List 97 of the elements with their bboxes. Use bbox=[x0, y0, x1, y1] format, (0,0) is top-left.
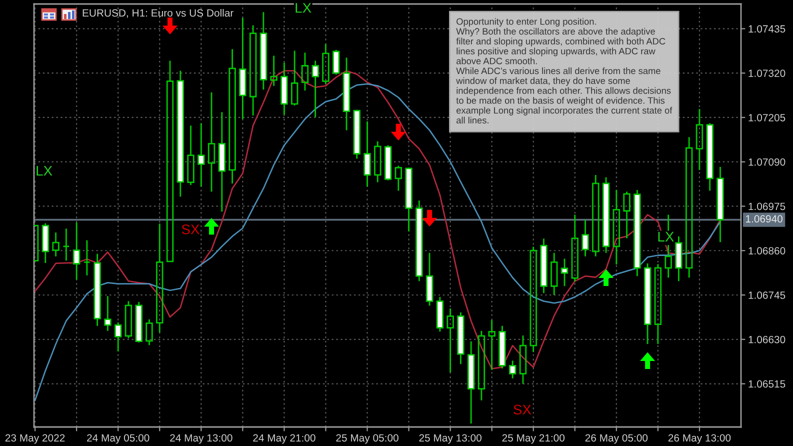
candlestick bbox=[374, 140, 382, 184]
candlestick bbox=[394, 165, 402, 192]
x-tick-label: 25 May 05:00 bbox=[336, 434, 398, 444]
candlestick bbox=[582, 219, 589, 258]
x-tick-label: 24 May 21:00 bbox=[253, 434, 316, 444]
candlestick bbox=[405, 166, 412, 232]
candlestick bbox=[654, 263, 662, 345]
annotation: SX bbox=[182, 224, 200, 234]
point bbox=[598, 269, 614, 286]
annotation: LX bbox=[658, 232, 674, 242]
candlestick bbox=[353, 109, 360, 160]
candlestick bbox=[685, 136, 693, 278]
x-tick-label: 25 May 13:00 bbox=[419, 434, 482, 444]
candlestick bbox=[716, 166, 724, 243]
candlestick bbox=[540, 238, 548, 294]
candlestick bbox=[675, 236, 682, 282]
candlestick bbox=[342, 56, 350, 131]
candlestick bbox=[290, 50, 298, 106]
candlestick bbox=[260, 11, 268, 90]
y-tick-label: 1.07320 bbox=[748, 70, 786, 77]
candlestick bbox=[124, 300, 132, 339]
candlestick bbox=[696, 108, 704, 171]
candlestick bbox=[72, 222, 80, 280]
candlestick bbox=[166, 60, 174, 262]
candlestick bbox=[62, 228, 70, 262]
y-tick-label: 1.06860 bbox=[748, 247, 786, 254]
candlestick bbox=[208, 92, 216, 192]
annotation: SX bbox=[514, 404, 532, 415]
candlestick bbox=[176, 70, 184, 198]
candlestick bbox=[592, 174, 600, 258]
x-tick-label: 25 May 21:00 bbox=[502, 434, 565, 444]
x-tick-label: 26 May 05:00 bbox=[585, 434, 648, 444]
candlestick bbox=[42, 222, 50, 264]
y-tick-label: 1.07435 bbox=[748, 25, 786, 33]
candlestick bbox=[332, 49, 340, 76]
text: Opportunity to enter Long position. Why? Both the oscillators are above the adaptive filter and sloping upwards, combined with both ADC lines positive and sloping upwards, with ADC raw above ADC smooth. While ADC’s various lines all derive from the same window of market data, they do have some independence from each other. This allows decisions to be made on the basis of weight of evidence. This example Long signal incorporates the current state of all lines. bbox=[456, 18, 672, 124]
candlestick bbox=[280, 62, 288, 116]
ref-line-label: 1.06940 bbox=[746, 215, 782, 223]
point bbox=[640, 352, 656, 369]
candlestick bbox=[530, 246, 537, 353]
y-tick-label: 1.07090 bbox=[748, 158, 786, 166]
candlestick bbox=[187, 124, 194, 186]
annotation: LX bbox=[36, 166, 52, 176]
x-tick-label: 26 May 13:00 bbox=[668, 434, 731, 444]
candlestick bbox=[312, 60, 319, 118]
annotation: LX bbox=[296, 3, 312, 13]
candlestick bbox=[488, 319, 496, 371]
candlestick bbox=[135, 301, 142, 344]
candlestick bbox=[52, 232, 60, 258]
candlestick bbox=[218, 111, 226, 212]
candlestick bbox=[509, 360, 516, 380]
candlestick bbox=[498, 325, 506, 370]
x-tick-label: 24 May 05:00 bbox=[87, 434, 150, 444]
y-tick-label: 1.06975 bbox=[748, 202, 786, 210]
candlestick bbox=[364, 120, 371, 188]
candlestick bbox=[446, 308, 454, 373]
candlestick bbox=[249, 24, 257, 116]
candlestick bbox=[94, 253, 101, 327]
candlestick bbox=[560, 258, 568, 287]
candlestick bbox=[644, 262, 652, 345]
candlestick bbox=[436, 296, 444, 332]
candlestick bbox=[301, 52, 309, 92]
y-tick-label: 1.06630 bbox=[748, 336, 786, 344]
candlestick bbox=[571, 214, 578, 282]
candlestick bbox=[104, 295, 112, 332]
candlestick bbox=[228, 48, 236, 184]
candlestick bbox=[612, 189, 620, 266]
candlestick bbox=[270, 55, 278, 87]
point bbox=[162, 18, 178, 34]
candlestick bbox=[478, 330, 486, 402]
point bbox=[390, 124, 406, 140]
point bbox=[204, 218, 220, 235]
x-tick-label: 24 May 13:00 bbox=[170, 434, 232, 444]
point bbox=[422, 210, 438, 227]
candlestick bbox=[239, 17, 246, 120]
candlestick bbox=[519, 334, 527, 384]
candlestick bbox=[198, 122, 205, 188]
candlestick bbox=[322, 43, 330, 85]
candlestick bbox=[706, 122, 714, 192]
y-tick-label: 1.06745 bbox=[748, 292, 786, 299]
candlestick bbox=[602, 176, 610, 254]
candlestick bbox=[457, 312, 464, 365]
candlestick bbox=[83, 240, 91, 276]
candlestick bbox=[623, 190, 630, 239]
candlestick bbox=[384, 144, 392, 182]
candlestick bbox=[416, 200, 423, 282]
y-tick-label: 1.06515 bbox=[748, 380, 786, 388]
chart-title: EURUSD, H1: Euro vs US Dollar bbox=[82, 9, 234, 18]
candlestick bbox=[146, 318, 153, 346]
x-tick-label: 23 May 2022 bbox=[5, 434, 65, 444]
candlestick bbox=[114, 322, 122, 352]
candlestick bbox=[156, 222, 164, 334]
candlestick bbox=[634, 189, 641, 277]
y-tick-label: 1.07205 bbox=[748, 114, 786, 122]
candlestick bbox=[550, 252, 558, 296]
candlestick bbox=[467, 340, 475, 424]
candlestick bbox=[426, 252, 434, 307]
